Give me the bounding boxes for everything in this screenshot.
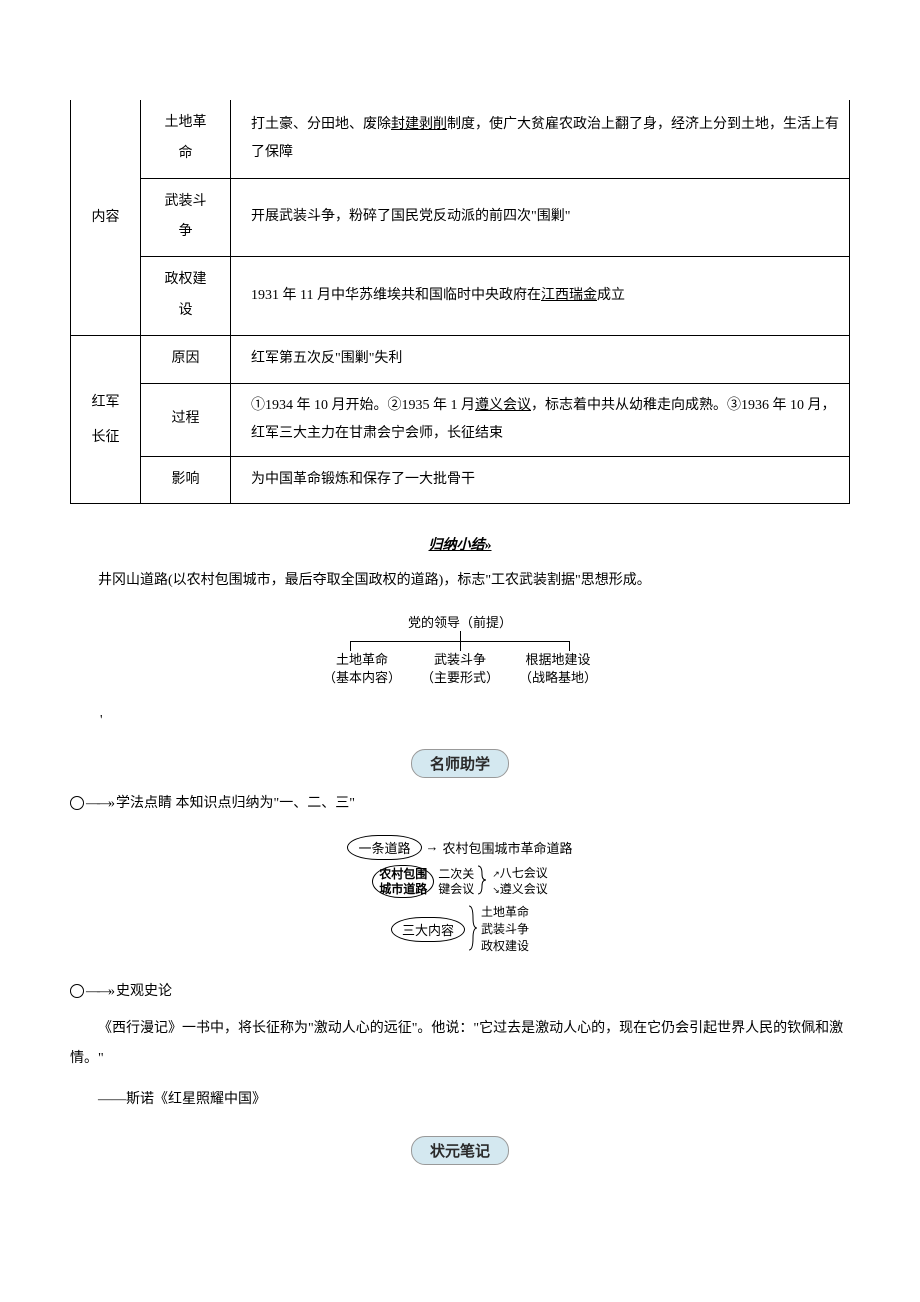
d2-row-1: 一条道路 → 农村包围城市革命道路 <box>347 835 572 860</box>
table-row: 政权建设 1931 年 11 月中华苏维埃共和国临时中央政府在江西瑞金成立 <box>71 257 850 336</box>
diagram1-item: 根据地建设 （战略基地） <box>519 651 597 687</box>
circle-icon <box>70 796 84 810</box>
table-row: 影响 为中国革命锻炼和保存了一大批骨干 <box>71 456 850 504</box>
teacher-badge-text: 名师助学 <box>411 749 509 778</box>
d2-item: 土地革命 <box>481 904 529 921</box>
d1-item-title: 武装斗争 <box>434 652 486 667</box>
d2-row-3: 三大内容 土地革命 武装斗争 政权建设 <box>391 904 529 956</box>
d1-item-sub: （基本内容） <box>323 670 401 685</box>
d2-split: ↗八七会议 ↘遵义会议 <box>492 866 548 897</box>
cell-content: 为中国革命锻炼和保存了一大批骨干 <box>231 456 850 504</box>
table-row: 武装斗争 开展武装斗争，粉碎了国民党反动派的前四次"围剿" <box>71 178 850 257</box>
diagram-party-leadership: 党的领导（前提） 土地革命 （基本内容） 武装斗争 （主要形式） 根据地建设 （… <box>70 612 850 687</box>
subhead-text: 学法点睛 本知识点归纳为"一、二、三" <box>116 796 355 811</box>
circle-icon <box>70 984 84 998</box>
subhead-method: ——» 学法点睛 本知识点归纳为"一、二、三" <box>70 790 850 818</box>
arrow-icon: ——» <box>86 796 112 811</box>
notes-badge-text: 状元笔记 <box>411 1136 509 1165</box>
diagram-one-two-three: 一条道路 → 农村包围城市革命道路 农村包围城市道路 二次关键会议 ↗八七会议 … <box>70 833 850 958</box>
arrow-icon: → <box>426 839 439 855</box>
cell-sub: 影响 <box>141 456 231 504</box>
table-row: 过程 ①1934 年 10 月开始。②1935 年 1 月遵义会议，标志着中共从… <box>71 383 850 456</box>
table-row: 内容 土地革命 打土豪、分田地、废除封建剥削制度，使广大贫雇农政治上翻了身，经济… <box>71 100 850 178</box>
d1-item-title: 根据地建设 <box>526 652 591 667</box>
d2-text: 农村包围城市革命道路 <box>443 838 573 857</box>
cell-content: 开展武装斗争，粉碎了国民党反动派的前四次"围剿" <box>231 178 850 257</box>
cell-sub: 土地革命 <box>141 100 231 178</box>
arrow-icon: » <box>485 538 492 553</box>
summary-title-text: 归纳小结 <box>429 538 485 553</box>
d1-item-title: 土地革命 <box>336 652 388 667</box>
diagram1-item: 土地革命 （基本内容） <box>323 651 401 687</box>
notes-badge: 状元笔记 <box>70 1136 850 1165</box>
cell-content: ①1934 年 10 月开始。②1935 年 1 月遵义会议，标志着中共从幼稚走… <box>231 383 850 456</box>
subhead-text: 史观史论 <box>116 984 172 999</box>
diagram1-item: 武装斗争 （主要形式） <box>421 651 499 687</box>
d2-oval: 三大内容 <box>391 917 465 942</box>
stray-comma: ' <box>100 713 850 729</box>
cell-sub: 武装斗争 <box>141 178 231 257</box>
brace-icon <box>476 864 488 900</box>
cell-content: 打土豪、分田地、废除封建剥削制度，使广大贫雇农政治上翻了身，经济上分到土地，生活… <box>231 100 850 178</box>
arrow-icon: ——» <box>86 984 112 999</box>
d2-item: ↘遵义会议 <box>492 882 548 898</box>
d2-oval: 农村包围城市道路 <box>372 865 434 898</box>
d2-row-2: 农村包围城市道路 二次关键会议 ↗八七会议 ↘遵义会议 <box>372 864 548 900</box>
cell-sub: 过程 <box>141 383 231 456</box>
d2-item: 政权建设 <box>481 938 529 955</box>
d2-mid: 二次关键会议 <box>438 867 474 896</box>
content-table: 内容 土地革命 打土豪、分田地、废除封建剥削制度，使广大贫雇农政治上翻了身，经济… <box>70 100 850 504</box>
d1-item-sub: （战略基地） <box>519 670 597 685</box>
cell-content: 红军第五次反"围剿"失利 <box>231 335 850 383</box>
d2-oval: 一条道路 <box>347 835 421 860</box>
brace-icon <box>467 904 479 956</box>
table-row: 红军长征 原因 红军第五次反"围剿"失利 <box>71 335 850 383</box>
diagram1-connector <box>320 631 600 651</box>
cell-content: 1931 年 11 月中华苏维埃共和国临时中央政府在江西瑞金成立 <box>231 257 850 336</box>
d2-triple: 土地革命 武装斗争 政权建设 <box>481 904 529 954</box>
subhead-history: ——» 史观史论 <box>70 978 850 1006</box>
summary-title: 归纳小结» <box>70 534 850 554</box>
d2-item: ↗八七会议 <box>492 866 548 882</box>
cell-main-content: 内容 <box>71 100 141 335</box>
d2-item: 武装斗争 <box>481 921 529 938</box>
d1-item-sub: （主要形式） <box>421 670 499 685</box>
quote-para: 《西行漫记》一书中，将长征称为"激动人心的远征"。他说："它过去是激动人心的，现… <box>70 1014 850 1076</box>
quote-source: ——斯诺《红星照耀中国》 <box>70 1085 850 1116</box>
cell-sub: 原因 <box>141 335 231 383</box>
cell-sub: 政权建设 <box>141 257 231 336</box>
cell-main-longmarch: 红军长征 <box>71 335 141 504</box>
teacher-badge: 名师助学 <box>70 749 850 778</box>
summary-para: 井冈山道路(以农村包围城市，最后夺取全国政权的道路)，标志"工农武装割据"思想形… <box>70 566 850 597</box>
diagram1-top: 党的领导（前提） <box>408 612 512 631</box>
